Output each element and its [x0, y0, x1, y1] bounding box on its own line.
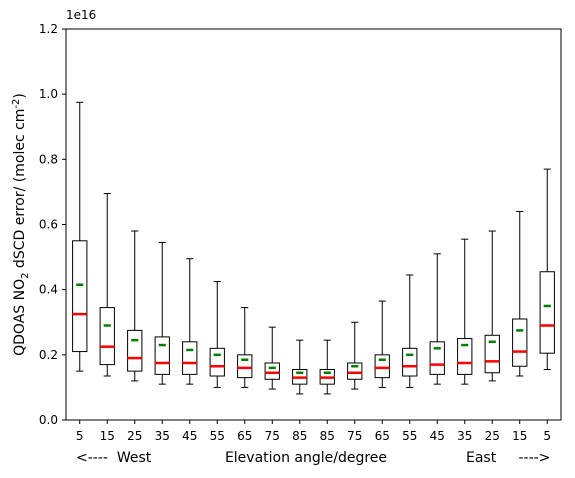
- y-tick-label: 0.4: [39, 283, 58, 297]
- box-group: [264, 326, 280, 390]
- box: [127, 329, 143, 372]
- x-tick-label: 85: [320, 429, 335, 443]
- y-tick-label: 1.2: [39, 22, 58, 36]
- box-group: [99, 193, 115, 377]
- x-tick-label: 5: [76, 429, 84, 443]
- box-group: [374, 300, 390, 388]
- x-tick-label: 75: [347, 429, 362, 443]
- box: [512, 318, 528, 367]
- x-tick-label: 85: [292, 429, 307, 443]
- box: [209, 347, 225, 377]
- box: [72, 240, 88, 353]
- box-group: [429, 253, 445, 385]
- box-group: [347, 321, 363, 390]
- box: [237, 354, 253, 379]
- box-group: [182, 258, 198, 385]
- y-tick-label: 0.8: [39, 152, 58, 166]
- chart-marks: [72, 101, 555, 395]
- x-tick-label: 5: [543, 429, 551, 443]
- x-tick-label: 65: [237, 429, 252, 443]
- y-axis-label: QDOAS NO2 dSCD error/ (molec cm-2): [11, 93, 31, 356]
- x-axis-ticks: 5 15 25 35 45 55 65 75 85 85 75 65 55 45 35 25 15 5: [76, 420, 551, 443]
- box-group: [237, 307, 253, 388]
- x-tick-label: 35: [155, 429, 170, 443]
- box: [457, 338, 473, 375]
- y-tick-label: 1.0: [39, 87, 58, 101]
- box-group: [319, 339, 335, 395]
- box: [264, 362, 280, 380]
- box-group: [72, 101, 88, 372]
- x-tick-label: 15: [512, 429, 527, 443]
- y-axis-ticks: 0.0 0.2 0.4 0.6 0.8 1.0 1.2: [39, 22, 66, 427]
- x-tick-label: 75: [265, 429, 280, 443]
- x-tick-label: 65: [375, 429, 390, 443]
- box: [374, 354, 390, 379]
- y-tick-label: 0.2: [39, 348, 58, 362]
- y-label-subscript: 2: [20, 273, 31, 279]
- box: [154, 336, 170, 375]
- y-label-main: QDOAS NO: [12, 279, 28, 356]
- box-group: [457, 238, 473, 385]
- x-tick-label: 25: [127, 429, 142, 443]
- west-direction-label: <---- West: [76, 450, 152, 466]
- x-tick-label: 25: [485, 429, 500, 443]
- box: [484, 334, 500, 374]
- box-group: [127, 230, 143, 382]
- box: [429, 341, 445, 375]
- box: [539, 271, 555, 354]
- y-tick-label: 0.6: [39, 218, 58, 232]
- x-axis-label: Elevation angle/degree: [225, 450, 387, 466]
- box-group: [539, 168, 555, 370]
- y-label-rest: dSCD error/ (molec cm: [12, 109, 28, 273]
- x-tick-label: 45: [182, 429, 197, 443]
- box-group: [292, 339, 308, 395]
- box-group: [154, 241, 170, 385]
- box: [402, 347, 418, 377]
- x-tick-label: 45: [430, 429, 445, 443]
- east-direction-label: East ---->: [466, 450, 550, 466]
- y-label-superscript: -2: [11, 99, 22, 109]
- box-group: [484, 230, 500, 382]
- y-label-end: ): [12, 93, 28, 98]
- box-group: [512, 210, 528, 377]
- x-tick-label: 55: [210, 429, 225, 443]
- box: [99, 307, 115, 366]
- box: [182, 341, 198, 375]
- x-tick-label: 55: [402, 429, 417, 443]
- x-tick-label: 15: [100, 429, 115, 443]
- box-group: [209, 281, 225, 388]
- x-tick-label: 35: [457, 429, 472, 443]
- box-group: [402, 274, 418, 388]
- y-tick-label: 0.0: [39, 413, 58, 427]
- y-offset-text: 1e16: [66, 8, 96, 22]
